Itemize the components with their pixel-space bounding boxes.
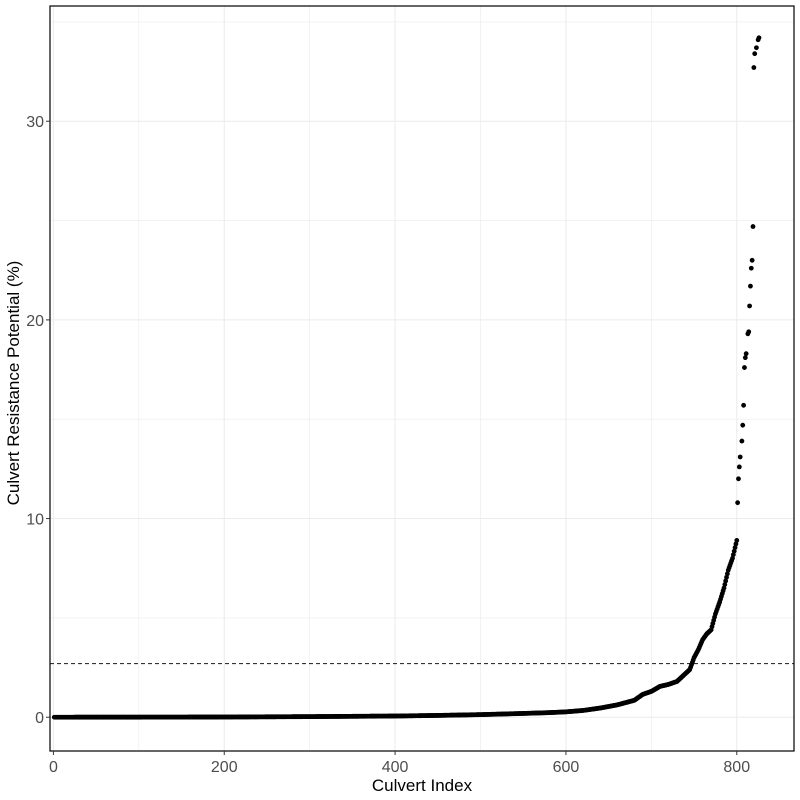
data-point <box>742 355 748 361</box>
y-tick-label: 10 <box>26 512 44 529</box>
data-point <box>730 555 735 561</box>
data-point <box>743 351 749 357</box>
y-tick-label: 20 <box>26 313 44 330</box>
data-point <box>748 283 753 289</box>
x-tick-label: 600 <box>553 759 580 776</box>
x-tick-label: 400 <box>382 759 409 776</box>
grid-lines <box>50 6 794 751</box>
data-point <box>739 438 745 444</box>
data-point <box>730 552 736 558</box>
data-point <box>721 585 727 591</box>
y-axis-title: Culvert Resistance Potential (%) <box>4 261 23 506</box>
plot-border <box>49 5 795 752</box>
data-point <box>736 476 741 482</box>
data-point <box>733 541 739 547</box>
data-point <box>737 454 743 460</box>
x-tick-label: 200 <box>211 759 238 776</box>
plot-background <box>50 6 794 751</box>
data-point <box>742 365 747 370</box>
data-point <box>750 224 756 229</box>
data-points <box>51 35 762 720</box>
data-point <box>747 303 752 309</box>
data-point <box>736 464 742 470</box>
data-point <box>740 422 746 428</box>
y-tick-label: 0 <box>35 710 44 727</box>
x-axis-title: Culvert Index <box>372 776 473 795</box>
data-point <box>756 35 762 41</box>
data-point <box>731 548 737 554</box>
data-point <box>749 257 755 263</box>
x-tick-label: 0 <box>49 759 58 776</box>
data-point <box>735 500 741 506</box>
data-point <box>741 402 747 408</box>
x-tick-label: 800 <box>723 759 750 776</box>
data-point <box>754 45 759 51</box>
y-tick-label: 30 <box>26 114 44 131</box>
data-point <box>722 582 728 587</box>
data-point <box>723 578 729 584</box>
data-point <box>724 574 729 580</box>
data-point <box>751 65 757 70</box>
data-point <box>732 545 738 550</box>
data-point <box>724 571 730 577</box>
axis-ticks: 0 200 400 600 800 0 10 20 30 <box>26 114 750 776</box>
data-point <box>752 51 758 57</box>
data-point <box>746 329 752 335</box>
data-point <box>734 538 740 543</box>
data-point <box>748 265 754 271</box>
